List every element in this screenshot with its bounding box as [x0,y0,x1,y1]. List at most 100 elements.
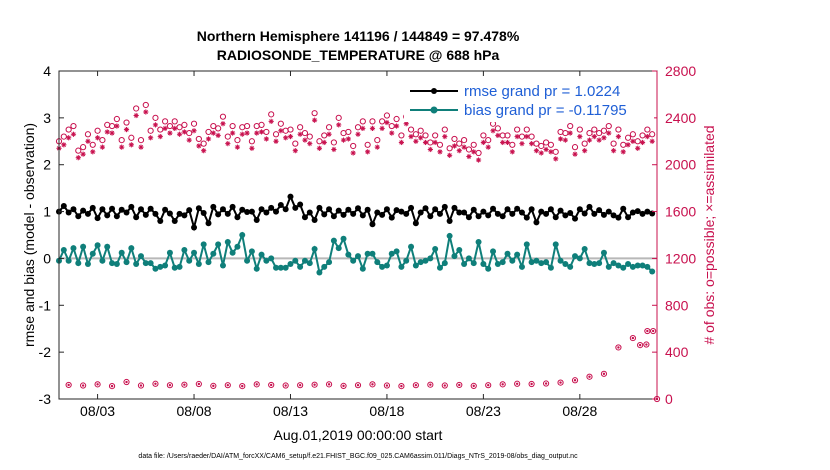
rmse-point [210,203,217,210]
possible-obs-marker [210,122,217,130]
assimilated-obs-marker [408,134,414,140]
bias-point [461,261,468,268]
bias-point [166,249,173,256]
rmse-point [403,210,410,217]
bias-point [147,260,154,267]
possible-obs-marker [166,122,174,130]
bias-point [326,259,333,266]
possible-obs-marker [605,122,612,130]
possible-obs-marker-low [600,370,608,377]
assimilated-obs-stroke [548,149,554,155]
assimilated-obs-marker [307,141,313,147]
right-axis-tick-label: 1200 [665,250,696,266]
assimilated-obs-stroke [283,135,288,140]
assimilated-obs-marker [326,131,332,137]
possible-obs-marker-low [398,383,405,390]
possible-obs-marker [470,141,477,148]
rmse-point [326,206,333,213]
bias-point [277,264,284,271]
right-axis-tick-label: 2800 [665,63,696,79]
assimilated-obs-stroke [534,148,539,153]
bias-point [629,263,636,270]
assimilated-obs-marker-low [226,383,229,387]
possible-obs-marker [89,141,96,148]
assimilated-obs-marker [119,144,125,150]
possible-obs-marker-low [137,382,145,389]
assimilated-obs-marker [70,131,77,137]
assimilated-obs-marker [596,137,602,143]
assimilated-obs-marker [297,131,303,137]
assimilated-obs-marker [331,146,337,153]
possible-obs-marker [412,131,419,138]
rmse-point [258,206,265,213]
assimilated-obs-marker-low [269,383,273,387]
assimilated-obs-marker [393,123,400,129]
bias-point [494,261,501,268]
bias-point [109,260,116,267]
assimilated-obs-marker [500,139,506,146]
assimilated-obs-marker-low [212,384,215,388]
assimilated-obs-stroke [505,140,510,145]
assimilated-obs-marker [524,134,530,140]
bias-point [436,264,443,271]
rmse-point [306,209,313,216]
assimilated-obs-marker-low [284,384,287,387]
bias-point [205,259,212,266]
rmse-point [248,208,255,215]
assimilated-obs-marker [311,117,318,123]
assimilated-obs-stroke [500,140,505,145]
bias-point [152,265,159,272]
rmse-point [219,206,226,213]
possible-obs-marker [176,124,183,131]
possible-obs-marker-low [571,377,579,384]
possible-obs-marker [379,118,386,125]
assimilated-obs-marker [133,112,139,119]
assimilated-obs-stroke [379,126,385,131]
rmse-point [321,211,328,218]
rmse-point [301,214,308,221]
bias-point [195,261,202,268]
assimilated-obs-stroke [182,129,187,135]
assimilated-obs-stroke [269,119,274,124]
bias-point [605,263,612,270]
assimilated-obs-marker-low [645,343,648,346]
possible-obs-marker-low [224,382,231,389]
possible-obs-marker [494,125,501,132]
bias-point [576,255,583,262]
possible-obs-marker [60,133,67,140]
possible-obs-marker [65,126,72,133]
possible-obs-marker-low [253,381,260,388]
rmse-point [383,206,390,213]
assimilated-obs-stroke [461,144,467,150]
possible-obs-marker [195,135,202,143]
assimilated-obs-marker [384,119,390,126]
assimilated-obs-stroke [572,151,578,157]
assimilated-obs-stroke [645,134,650,139]
possible-obs-marker-low [369,381,376,388]
bias-point [321,263,328,270]
assimilated-obs-stroke [408,134,414,139]
assimilated-obs-stroke [650,139,655,144]
rmse-point [639,210,646,217]
possible-obs-marker [398,132,405,139]
rmse-point [152,210,159,217]
bias-point [340,235,347,242]
assimilated-obs-marker-low [429,383,432,386]
assimilated-obs-stroke [177,132,182,137]
assimilated-obs-stroke [346,136,351,142]
bias-point [514,251,521,258]
rmse-point [84,210,91,217]
possible-obs-marker-low [470,382,477,389]
assimilated-obs-marker-low [515,382,519,385]
possible-obs-marker [446,145,453,152]
assimilated-obs-stroke [553,156,558,162]
rmse-point [157,217,164,224]
bias-point [219,262,226,269]
assimilated-obs-stroke [196,143,202,149]
assimilated-obs-marker-low [588,375,591,378]
rmse-point [99,206,106,213]
possible-obs-marker [591,126,598,133]
rmse-point [533,219,540,226]
rmse-point [456,209,463,216]
bias-point [60,246,67,253]
